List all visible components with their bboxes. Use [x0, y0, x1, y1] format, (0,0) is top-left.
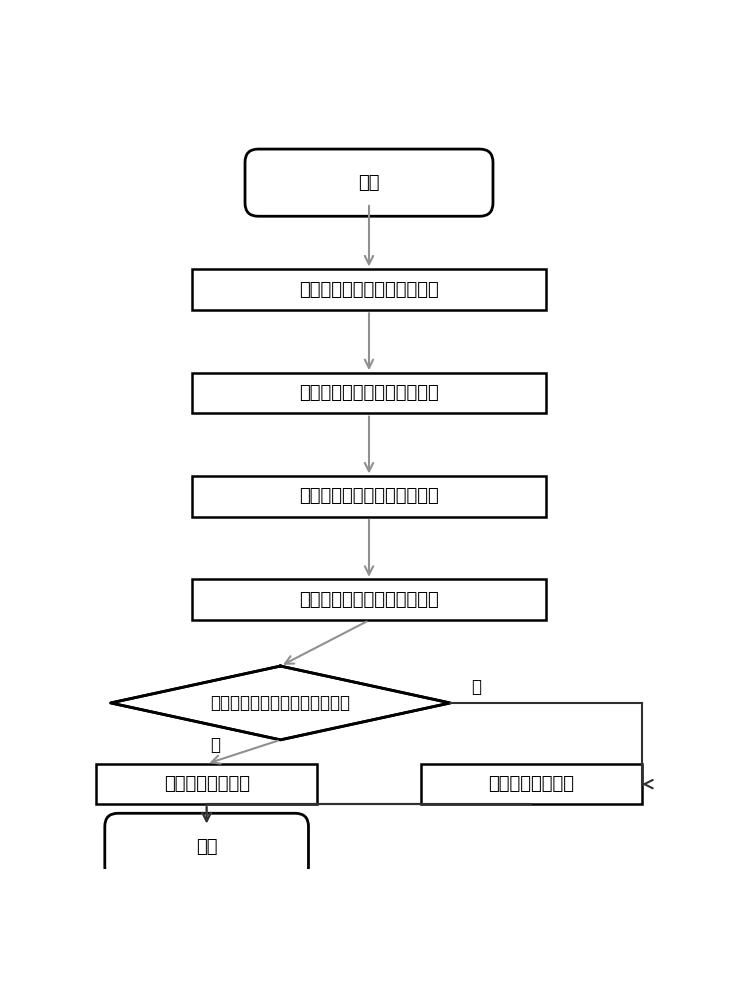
Bar: [192, 269, 546, 310]
Bar: [192, 579, 546, 620]
Text: 取第一次读取的值: 取第一次读取的值: [164, 775, 249, 793]
Text: 读取第一计数器值（第二次）: 读取第一计数器值（第二次）: [299, 591, 439, 609]
FancyBboxPatch shape: [105, 813, 308, 880]
Bar: [96, 764, 317, 804]
Bar: [421, 764, 642, 804]
Text: 结束: 结束: [196, 838, 218, 856]
Text: 开始: 开始: [358, 174, 380, 192]
Text: 否: 否: [471, 678, 481, 696]
Text: 取第二次读取的值: 取第二次读取的值: [489, 775, 574, 793]
Polygon shape: [111, 666, 450, 740]
Text: 是: 是: [210, 736, 221, 754]
Text: 读取第二计数器值（第一次）: 读取第二计数器值（第一次）: [299, 281, 439, 299]
Bar: [192, 373, 546, 413]
Text: 两次读取的第二计数器值相同？: 两次读取的第二计数器值相同？: [210, 694, 351, 712]
FancyBboxPatch shape: [245, 149, 493, 216]
Text: 读取第一计数器值（第一次）: 读取第一计数器值（第一次）: [299, 384, 439, 402]
Text: 读取第二计数器值（第二次）: 读取第二计数器值（第二次）: [299, 487, 439, 505]
Bar: [192, 476, 546, 517]
